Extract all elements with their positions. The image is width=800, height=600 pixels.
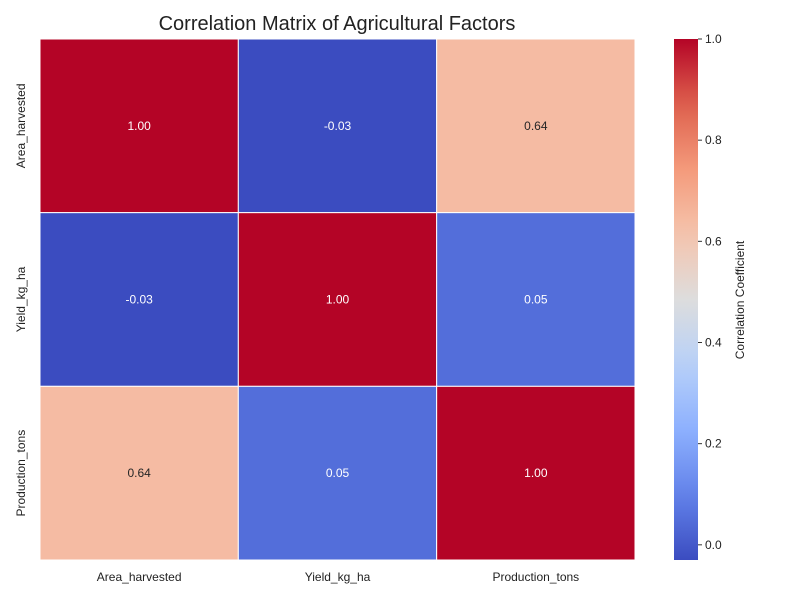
- colorbar-ticks: 0.0 0.2 0.4 0.6 0.8 1.0: [698, 32, 722, 552]
- heatmap-cells: [39, 38, 636, 561]
- cell-value-label: 1.00: [524, 466, 548, 480]
- colorbar-tick-label: 1.0: [705, 32, 722, 46]
- heatmap-cell: [436, 38, 636, 214]
- heatmap-cell: [436, 212, 636, 387]
- heatmap-cell: [39, 385, 239, 561]
- colorbar-tick-label: 0.8: [705, 133, 722, 147]
- heatmap-cell-labels: 1.00 -0.03 0.64 -0.03 1.00 0.05 0.64 0.05 1.00: [125, 119, 547, 480]
- y-axis-tick-labels: Area_harvested Yield_kg_ha Production_tons: [14, 83, 28, 516]
- y-tick-label: Area_harvested: [14, 83, 28, 168]
- cell-value-label: 1.00: [127, 119, 151, 133]
- colorbar-tick-label: 0.6: [705, 234, 722, 248]
- heatmap-cell: [39, 212, 239, 387]
- x-axis-tick-labels: Area_harvested Yield_kg_ha Production_tons: [97, 570, 579, 584]
- heatmap-cell: [237, 212, 438, 387]
- cell-value-label: -0.03: [125, 293, 153, 307]
- chart-title: Correlation Matrix of Agricultural Facto…: [159, 13, 516, 35]
- x-tick-label: Area_harvested: [97, 570, 182, 584]
- cell-value-label: 1.00: [326, 293, 350, 307]
- heatmap-cell: [237, 385, 438, 561]
- colorbar-label: Correlation Coefficient: [733, 240, 747, 359]
- colorbar: [674, 39, 698, 560]
- cell-value-label: 0.05: [326, 466, 350, 480]
- x-tick-label: Production_tons: [492, 570, 579, 584]
- heatmap-cell: [436, 385, 636, 561]
- x-tick-label: Yield_kg_ha: [305, 570, 371, 584]
- cell-value-label: 0.05: [524, 293, 548, 307]
- heatmap-cell: [39, 38, 239, 214]
- heatmap-cell: [237, 38, 438, 214]
- colorbar-tick-label: 0.2: [705, 437, 722, 451]
- cell-value-label: -0.03: [324, 119, 352, 133]
- y-tick-label: Yield_kg_ha: [14, 266, 28, 332]
- colorbar-tick-label: 0.4: [705, 335, 722, 349]
- cell-value-label: 0.64: [127, 466, 151, 480]
- colorbar-tick-label: 0.0: [705, 538, 722, 552]
- cell-value-label: 0.64: [524, 119, 548, 133]
- y-tick-label: Production_tons: [14, 430, 28, 517]
